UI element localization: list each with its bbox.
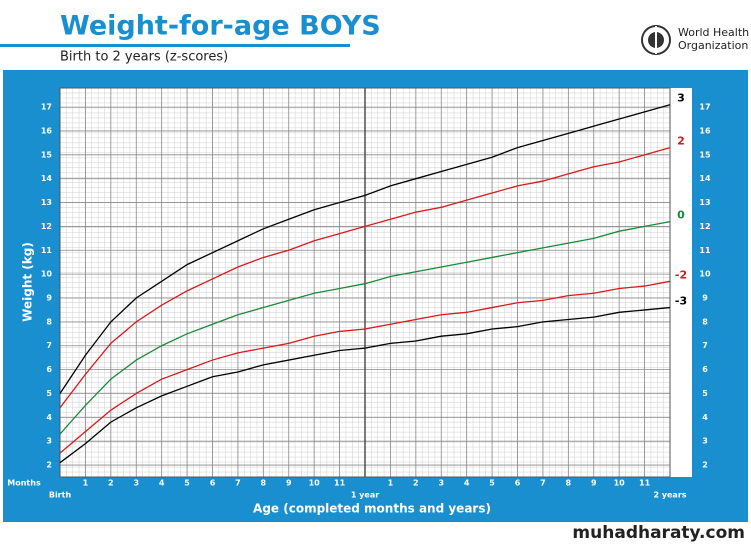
- legend-label: -3: [675, 295, 687, 308]
- z-score-line: [59, 306, 671, 464]
- z-score-line: [59, 147, 671, 409]
- y-tick-label: 5: [46, 389, 52, 398]
- y-tick-label-right: 9: [702, 294, 708, 303]
- y-tick-label-right: 7: [702, 341, 708, 350]
- y-tick-label-right: 17: [699, 103, 710, 112]
- y-tick-label: 15: [41, 150, 53, 159]
- y-tick-label-right: 10: [699, 270, 711, 279]
- y-tick-label-right: 4: [702, 413, 708, 422]
- x-tick-label: 7: [540, 479, 546, 488]
- x-tick-label: 8: [566, 479, 572, 488]
- z-score-line: [59, 280, 671, 454]
- x-unit-label: Months: [7, 479, 41, 488]
- x-tick-label: 6: [210, 479, 216, 488]
- y-tick-label: 3: [46, 437, 52, 446]
- x-tick-label: 2 years: [653, 491, 686, 500]
- y-tick-label-right: 16: [699, 126, 711, 135]
- x-tick-label: 1 year: [351, 491, 379, 500]
- chart-title: Weight-for-age BOYS: [60, 11, 381, 42]
- y-tick-label: 6: [46, 365, 52, 374]
- x-tick-label: 3: [133, 479, 139, 488]
- x-tick-label: 7: [235, 479, 241, 488]
- y-tick-label-right: 2: [702, 461, 708, 470]
- legend-label: 0: [677, 209, 685, 222]
- y-tick-label-right: 12: [699, 222, 710, 231]
- x-tick-label: 4: [159, 479, 165, 488]
- x-tick-label: 4: [464, 479, 470, 488]
- y-tick-label: 8: [46, 317, 52, 326]
- x-axis-title: Age (completed months and years): [253, 502, 491, 516]
- legend-label: 2: [677, 135, 685, 148]
- x-tick-label: 8: [261, 479, 267, 488]
- z-score-line: [59, 104, 671, 394]
- who-logo: World Health Organization: [641, 25, 749, 55]
- legend-label: 3: [677, 92, 685, 105]
- x-tick-label: 11: [334, 479, 346, 488]
- y-tick-label-right: 3: [702, 437, 708, 446]
- y-tick-label: 7: [46, 341, 52, 350]
- x-tick-label: 10: [614, 479, 626, 488]
- logo-text: Organization: [678, 39, 748, 52]
- x-tick-label: 5: [489, 479, 495, 488]
- y-tick-label: 13: [41, 198, 52, 207]
- y-tick-label-right: 5: [702, 389, 708, 398]
- y-tick-label: 14: [41, 174, 53, 183]
- z-score-line: [59, 221, 671, 435]
- x-tick-label: 1: [83, 479, 89, 488]
- z-label-column: [670, 88, 692, 477]
- y-tick-label: 10: [41, 270, 53, 279]
- y-tick-label: 11: [41, 246, 53, 255]
- x-tick-label: 10: [309, 479, 321, 488]
- legend-label: -2: [675, 268, 687, 281]
- y-tick-label: 2: [46, 461, 52, 470]
- x-tick-label: 5: [184, 479, 190, 488]
- x-tick-label: Birth: [49, 491, 72, 500]
- x-tick-label: 1: [388, 479, 394, 488]
- y-tick-label-right: 13: [699, 198, 710, 207]
- title-rule: [0, 44, 350, 47]
- y-tick-label-right: 6: [702, 365, 708, 374]
- y-tick-label-right: 11: [699, 246, 711, 255]
- y-tick-label: 9: [46, 294, 52, 303]
- chart-subtitle: Birth to 2 years (z-scores): [60, 50, 228, 65]
- y-tick-label: 16: [41, 126, 53, 135]
- x-tick-label: 2: [413, 479, 419, 488]
- x-tick-label: 9: [286, 479, 292, 488]
- x-tick-label: 3: [438, 479, 444, 488]
- y-tick-label: 12: [41, 222, 52, 231]
- y-axis-title: Weight (kg): [21, 242, 35, 322]
- y-tick-label-right: 15: [699, 150, 711, 159]
- y-tick-label: 4: [46, 413, 52, 422]
- y-tick-label-right: 8: [702, 317, 708, 326]
- watermark: muhadharaty.com: [572, 523, 745, 543]
- x-tick-label: 11: [639, 479, 651, 488]
- y-tick-label-right: 14: [699, 174, 711, 183]
- x-tick-label: 9: [591, 479, 597, 488]
- plot-frame: [59, 87, 671, 478]
- x-tick-label: 6: [515, 479, 521, 488]
- y-tick-label: 17: [41, 103, 52, 112]
- x-tick-label: 2: [108, 479, 114, 488]
- logo-text: World Health: [678, 26, 749, 39]
